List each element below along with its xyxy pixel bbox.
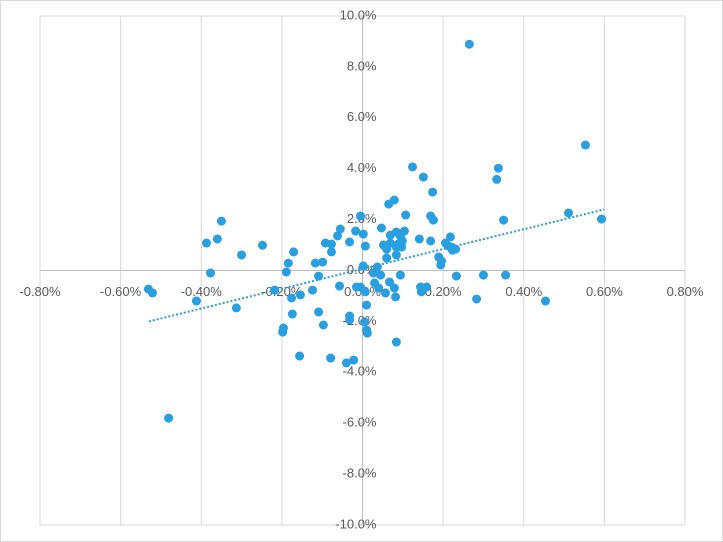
point	[541, 296, 551, 306]
point	[407, 162, 417, 172]
point	[493, 163, 503, 173]
point	[385, 277, 395, 287]
point	[451, 271, 461, 281]
point	[349, 355, 359, 365]
point	[380, 288, 390, 298]
y-tick-label: -10.0%	[335, 516, 377, 531]
point	[360, 317, 370, 327]
point	[360, 287, 370, 297]
point	[351, 282, 361, 292]
point	[287, 293, 297, 303]
point	[335, 281, 345, 291]
point	[447, 245, 457, 255]
point	[428, 215, 438, 225]
point	[333, 231, 343, 241]
point	[362, 328, 372, 338]
point	[376, 223, 386, 233]
point	[231, 303, 241, 313]
point	[287, 309, 297, 319]
point	[372, 262, 382, 272]
point	[345, 315, 355, 325]
point	[374, 283, 384, 293]
point	[399, 226, 409, 236]
x-tick-label: 0.40%	[505, 284, 542, 299]
x-tick-label: 0.60%	[586, 284, 623, 299]
point	[499, 215, 509, 225]
point	[191, 296, 201, 306]
x-tick-label: 0.80%	[667, 284, 704, 299]
point	[472, 294, 482, 304]
point	[212, 234, 222, 244]
point	[362, 300, 372, 310]
y-tick-label: -6.0%	[343, 415, 377, 430]
point	[310, 258, 320, 268]
point	[206, 268, 216, 278]
point	[401, 210, 411, 220]
point	[314, 307, 324, 317]
point	[436, 260, 446, 270]
point	[351, 226, 361, 236]
point	[426, 236, 436, 246]
point	[391, 337, 401, 347]
point	[428, 187, 438, 197]
point	[355, 211, 365, 221]
point	[164, 413, 174, 423]
point	[289, 247, 299, 257]
point	[237, 250, 247, 260]
point	[326, 239, 336, 249]
point	[391, 250, 401, 260]
point	[147, 288, 157, 298]
point	[492, 174, 502, 184]
y-tick-label: 8.0%	[347, 58, 377, 73]
point	[563, 208, 573, 218]
point	[422, 282, 432, 292]
point	[580, 140, 590, 150]
point	[295, 290, 305, 300]
x-tick-label: -0.40%	[181, 284, 223, 299]
point	[395, 270, 405, 280]
point	[445, 232, 455, 242]
point	[376, 270, 386, 280]
point	[358, 261, 368, 271]
point	[389, 195, 399, 205]
y-tick-label: 6.0%	[347, 109, 377, 124]
point	[345, 237, 355, 247]
point	[335, 224, 345, 234]
point	[318, 257, 328, 267]
point	[308, 285, 318, 295]
x-tick-label: -0.60%	[100, 284, 142, 299]
y-tick-label: 4.0%	[347, 160, 377, 175]
x-tick-label: 0.20%	[425, 284, 462, 299]
y-tick-label: -4.0%	[343, 364, 377, 379]
point	[258, 240, 268, 250]
point	[341, 358, 351, 368]
point	[281, 267, 291, 277]
point	[295, 351, 305, 361]
point	[360, 241, 370, 251]
y-tick-label: -8.0%	[343, 466, 377, 481]
point	[414, 234, 424, 244]
point	[318, 320, 328, 330]
point	[418, 172, 428, 182]
point	[597, 214, 607, 224]
y-tick-label: 10.0%	[340, 7, 377, 22]
x-tick-label: -0.80%	[19, 284, 61, 299]
point	[464, 39, 474, 49]
point	[326, 247, 336, 257]
point	[391, 292, 401, 302]
point	[278, 327, 288, 337]
point	[382, 253, 392, 263]
point	[501, 270, 511, 280]
point	[216, 216, 226, 226]
point	[478, 270, 488, 280]
point	[201, 238, 211, 248]
point	[397, 242, 407, 252]
point	[358, 229, 368, 239]
point	[283, 258, 293, 268]
point	[326, 353, 336, 363]
point	[389, 283, 399, 293]
